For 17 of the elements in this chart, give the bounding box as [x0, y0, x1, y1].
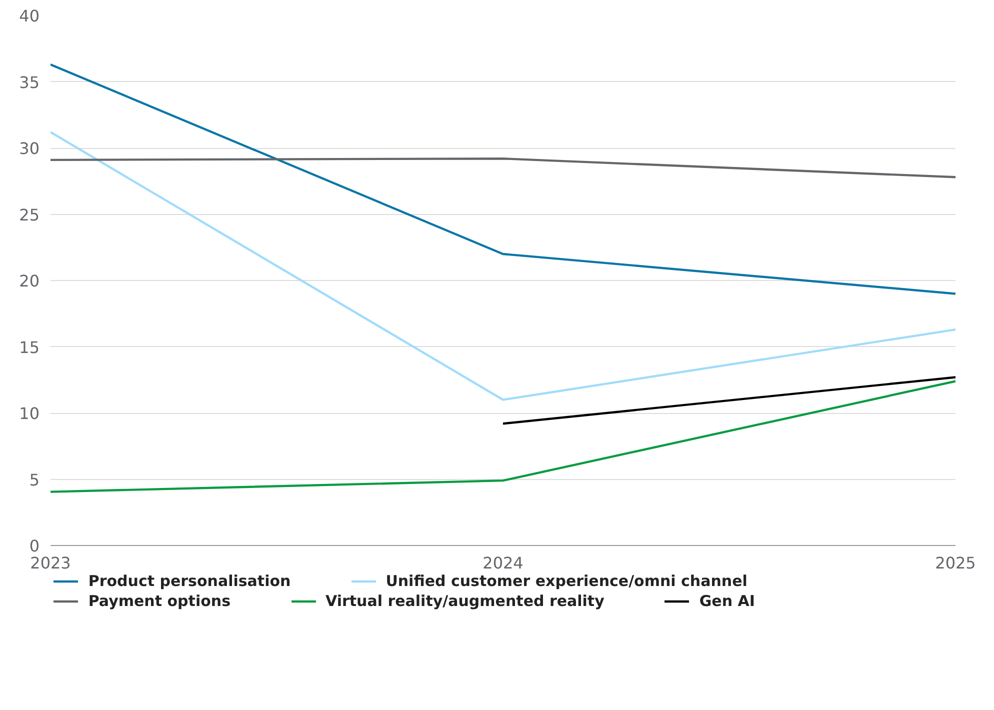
y-tick-label: 35	[19, 72, 40, 92]
y-tick-label: 20	[19, 272, 40, 290]
legend-label: Product personalisation	[88, 572, 291, 590]
x-tick-label: 2024	[482, 554, 524, 572]
y-tick-label: 5	[29, 470, 40, 490]
x-tick-label: 2025	[935, 554, 976, 572]
y-tick-label: 10	[19, 404, 40, 423]
y-tick-label: 0	[29, 536, 40, 556]
y-tick-label: 40	[19, 6, 40, 26]
x-tick-label: 2023	[30, 554, 71, 572]
legend-label: Virtual reality/augmented reality	[326, 592, 604, 610]
y-tick-label: 25	[19, 205, 40, 224]
legend-label: Gen AI	[699, 592, 755, 610]
y-tick-label: 30	[19, 139, 40, 158]
legend-label: Payment options	[88, 592, 230, 610]
y-tick-label: 15	[19, 338, 40, 357]
legend-label: Unified customer experience/omni channel	[386, 572, 748, 590]
